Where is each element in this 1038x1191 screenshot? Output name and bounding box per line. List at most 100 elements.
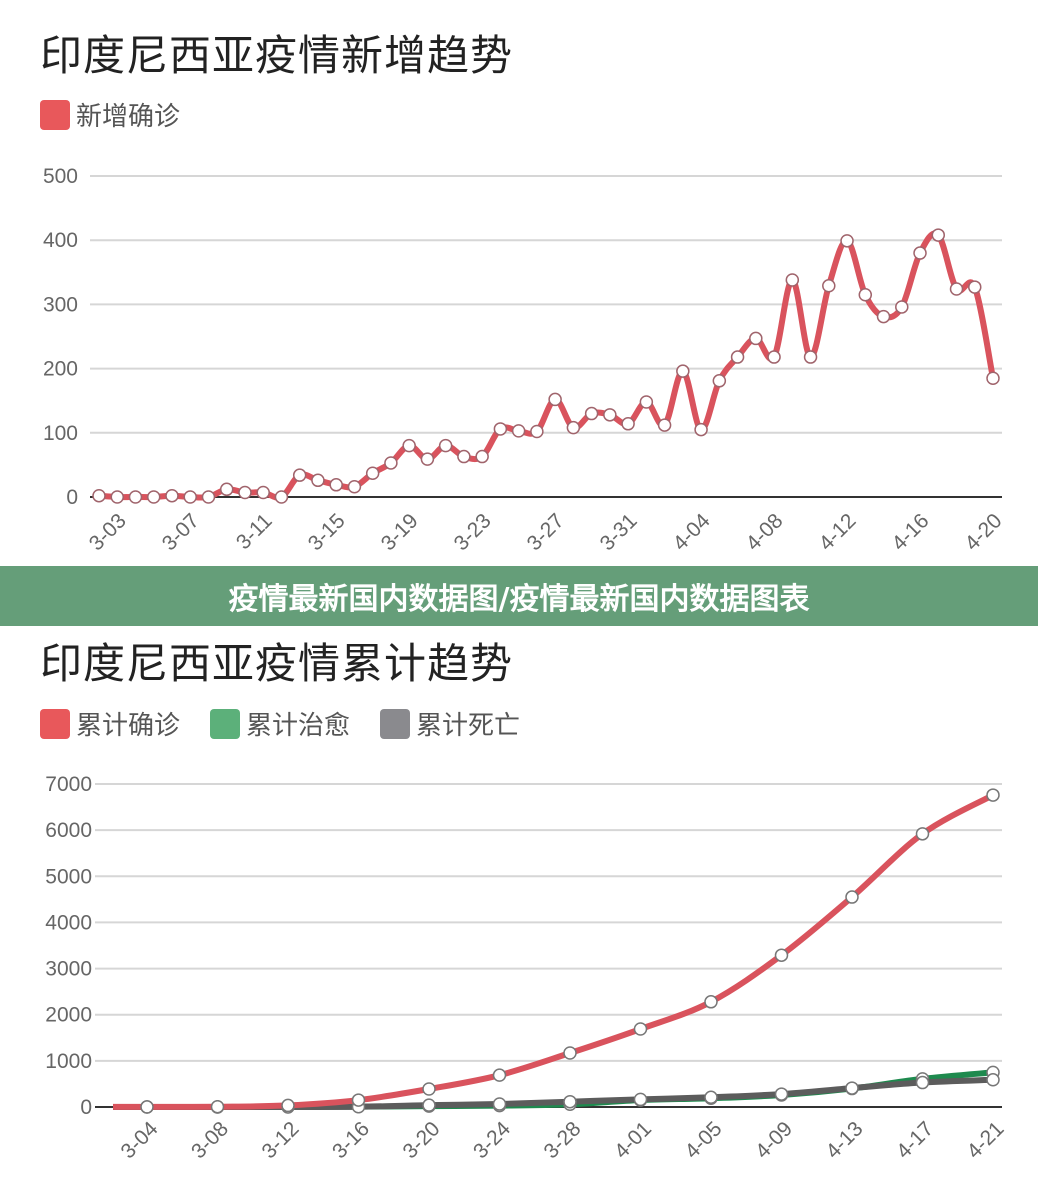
data-point [840,234,854,248]
x-tick-label: 3-20 [399,1117,445,1163]
data-point [621,417,635,431]
data-point [895,300,909,314]
data-point [785,273,800,287]
data-point [949,282,964,296]
data-point [201,490,216,504]
legend-label: 累计治愈 [246,711,351,741]
data-point [475,449,489,464]
data-point [110,490,124,504]
data-point [511,424,526,438]
legend-swatch-deaths [380,708,411,739]
legend-label: 累计确诊 [76,711,181,741]
data-point [183,490,197,504]
y-tick-label: 6000 [45,819,92,842]
data-point [274,490,289,504]
data-point-confirmed [774,948,789,962]
data-point [603,408,617,422]
y-tick-label: 7000 [45,773,92,796]
data-point-confirmed [140,1100,154,1114]
data-point-deaths [915,1075,930,1090]
data-point-confirmed [281,1098,295,1113]
legend-swatch-recovered [210,708,241,739]
y-tick-label: 3000 [45,958,92,981]
data-point [822,279,836,293]
legend-label: 累计死亡 [416,711,521,741]
data-point-deaths [492,1097,507,1111]
data-point [530,424,544,439]
data-point [457,449,471,464]
y-tick-label: 200 [43,358,78,381]
data-point [365,466,380,480]
data-point [749,331,763,346]
y-tick-label: 100 [43,422,78,445]
data-point [639,395,654,409]
y-tick-label: 400 [43,229,78,252]
data-point-confirmed [210,1099,225,1114]
data-point [968,280,982,294]
data-point-confirmed [986,788,1000,802]
legend-item-cumulative-deaths[interactable]: 累计死亡 [380,705,520,742]
data-point [219,482,234,497]
data-point-deaths [845,1081,859,1095]
y-tick-label: 0 [80,1096,92,1119]
data-point [694,422,708,437]
data-point [311,473,325,488]
x-tick-label: 3-12 [258,1117,304,1163]
data-point-confirmed [915,827,930,841]
data-point [384,456,398,470]
legend-swatch-confirmed [40,708,70,739]
data-point [292,468,307,482]
data-point [128,490,143,504]
data-point [566,420,581,435]
data-point [730,350,745,364]
data-point [402,438,416,453]
legend-item-new-confirmed[interactable]: 新增确诊 [40,96,180,133]
x-tick-label: 3-08 [187,1117,233,1163]
data-point-confirmed [563,1046,577,1060]
data-point [548,392,562,407]
legend-item-cumulative-confirmed[interactable]: 累计确诊 [40,705,180,742]
data-point [767,350,781,364]
legend-swatch-new-confirmed [40,99,70,130]
data-point [329,478,343,492]
y-tick-label: 300 [43,293,78,316]
y-tick-label: 5000 [45,865,92,888]
data-point [876,309,891,324]
chart2-legend: 累计确诊 累计治愈 累计死亡 [40,705,520,742]
data-point-confirmed [351,1093,366,1107]
data-point-deaths [422,1098,436,1112]
chart2-title: 印度尼西亚疫情累计趋势 [40,639,514,688]
data-point-confirmed [704,995,718,1009]
legend-label: 新增确诊 [76,102,181,132]
data-point-confirmed [492,1068,507,1082]
data-point-deaths [704,1090,718,1105]
x-tick-label: 4-17 [892,1117,938,1163]
data-point [676,364,690,378]
series-line-deaths [113,1076,994,1111]
data-point [438,438,453,453]
data-point [712,374,727,388]
y-tick-label: 2000 [45,1004,92,1027]
x-tick-label: 3-04 [117,1117,163,1163]
data-point-deaths [563,1094,577,1109]
x-tick-label: 4-09 [751,1117,797,1163]
x-tick-label: 4-21 [963,1117,1009,1163]
y-tick-label: 1000 [45,1050,92,1073]
data-point [493,422,508,436]
legend-item-cumulative-recovered[interactable]: 累计治愈 [210,705,350,742]
data-point-deaths [633,1092,648,1107]
y-tick-label: 4000 [45,911,92,934]
data-point [657,418,672,432]
banner: 疫情最新国内数据图/疫情最新国内数据图表 [0,566,1038,626]
y-tick-label: 0 [66,486,78,509]
data-point [256,485,270,500]
x-tick-label: 3-28 [540,1117,586,1163]
data-point [931,228,946,242]
x-tick-label: 4-05 [681,1117,727,1163]
data-point [165,488,179,503]
chart1-title: 印度尼西亚疫情新增趋势 [40,31,514,80]
data-point [347,479,362,494]
data-point-deaths [774,1087,789,1101]
x-tick-label: 4-01 [610,1117,656,1163]
